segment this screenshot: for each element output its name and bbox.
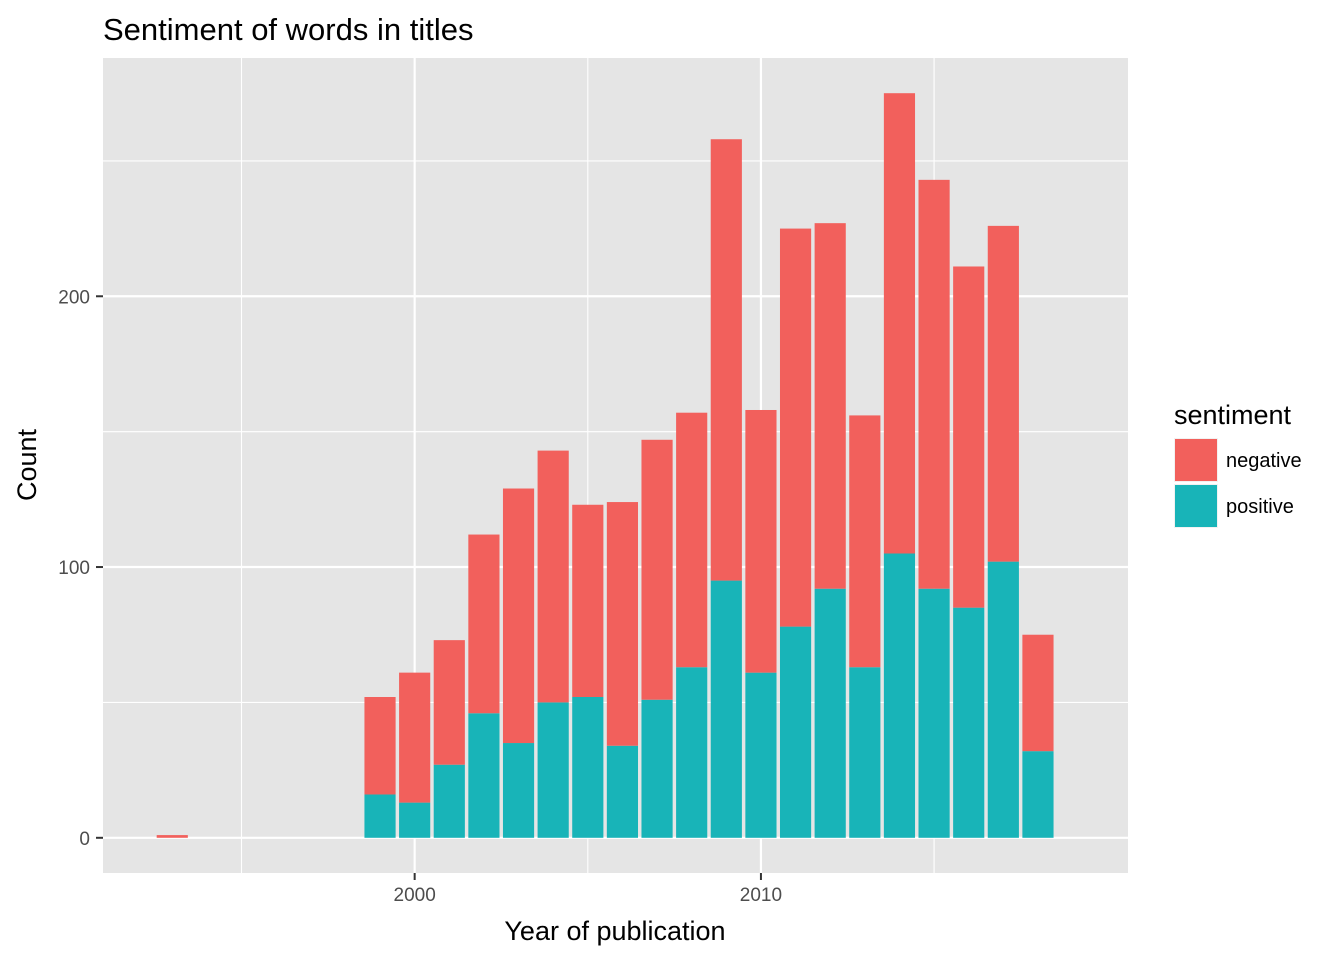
bar-negative <box>537 450 569 703</box>
bar-negative <box>883 93 916 554</box>
bar-positive <box>399 802 431 838</box>
bar-negative <box>710 139 742 581</box>
bar-positive <box>433 764 465 838</box>
bar-positive <box>987 561 1019 838</box>
bar-positive <box>502 743 535 838</box>
y-axis: 0 100 200 <box>58 287 103 850</box>
bar-negative <box>641 439 673 700</box>
bar-negative <box>814 223 846 589</box>
bar-negative <box>364 697 396 795</box>
bar-positive <box>745 672 777 838</box>
bar-negative <box>1022 634 1054 752</box>
bar-negative <box>953 266 985 608</box>
bar-positive <box>641 699 673 838</box>
bar-negative <box>572 504 604 698</box>
x-tick-label: 2010 <box>740 885 782 906</box>
legend-label-negative: negative <box>1226 450 1302 472</box>
bar-negative <box>156 835 188 838</box>
bar-negative <box>676 412 708 668</box>
legend-label-positive: positive <box>1226 496 1294 518</box>
bar-negative <box>745 409 777 673</box>
bar-positive <box>572 697 604 838</box>
bar-positive <box>537 702 569 838</box>
bar-positive <box>364 794 396 838</box>
bar-negative <box>987 225 1019 562</box>
y-axis-title: Count <box>12 428 42 501</box>
legend: sentiment negative positive <box>1174 400 1302 528</box>
bar-positive <box>918 588 950 838</box>
bar-negative <box>849 415 881 668</box>
bar-positive <box>779 626 812 838</box>
bar-negative <box>779 228 812 627</box>
bar-positive <box>814 588 846 838</box>
bar-positive <box>606 745 639 838</box>
legend-items: negative positive <box>1174 438 1302 528</box>
bar-positive <box>468 713 500 838</box>
x-tick-label: 2000 <box>394 885 436 906</box>
x-axis: 2000 2010 <box>394 873 782 906</box>
bar-positive <box>676 667 708 838</box>
x-axis-title: Year of publication <box>504 916 725 946</box>
bar-negative <box>399 672 431 803</box>
y-tick-label: 200 <box>58 287 90 308</box>
bars <box>156 93 1054 838</box>
chart-title: Sentiment of words in titles <box>103 12 473 47</box>
bar-positive <box>953 607 985 838</box>
bar-positive <box>849 667 881 838</box>
legend-title: sentiment <box>1174 400 1292 430</box>
legend-key-positive <box>1175 485 1217 527</box>
bar-positive <box>1022 751 1054 838</box>
legend-key-negative <box>1175 439 1217 481</box>
bar-negative <box>433 640 465 765</box>
bar-negative <box>606 502 639 746</box>
bar-negative <box>918 179 950 589</box>
bar-negative <box>468 534 500 714</box>
y-tick-label: 100 <box>58 558 90 579</box>
y-tick-label: 0 <box>79 829 90 850</box>
bar-negative <box>502 488 535 744</box>
bar-positive <box>710 580 742 838</box>
bar-positive <box>883 553 916 838</box>
